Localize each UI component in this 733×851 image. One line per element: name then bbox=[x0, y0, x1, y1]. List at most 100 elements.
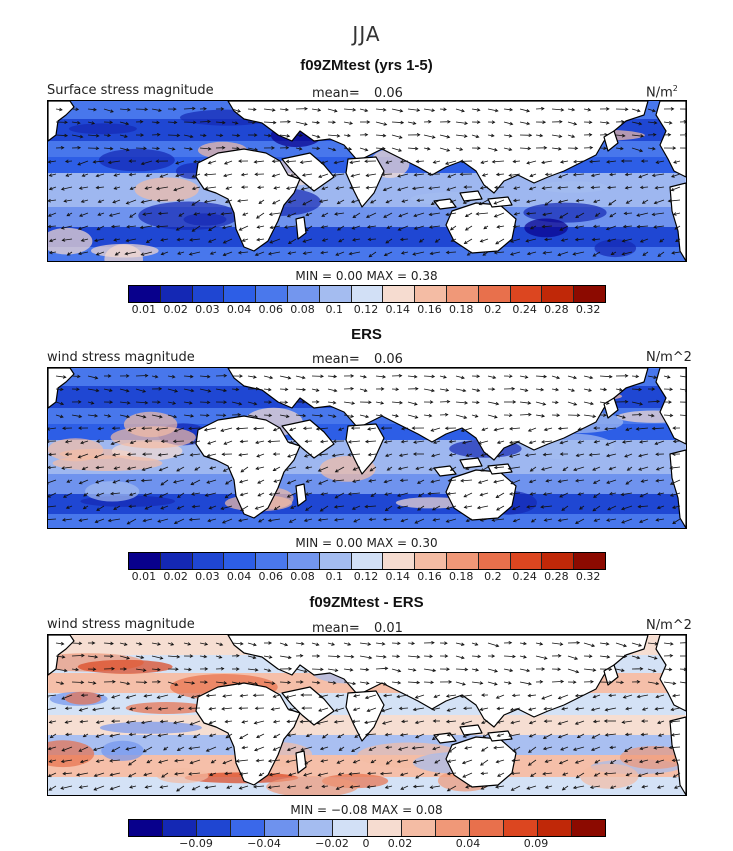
wind-vector bbox=[336, 785, 345, 790]
wind-vector bbox=[400, 238, 409, 241]
wind-vector-head bbox=[669, 387, 674, 392]
wind-vector-head bbox=[493, 427, 498, 432]
wind-vector bbox=[231, 401, 242, 405]
wind-vector-head bbox=[110, 224, 115, 229]
wind-vector bbox=[529, 440, 537, 444]
wind-vector-head bbox=[48, 250, 53, 255]
wind-vector-head bbox=[189, 374, 194, 379]
wind-vector bbox=[413, 759, 425, 763]
wind-vector bbox=[375, 667, 388, 670]
wind-vector-head bbox=[80, 238, 85, 242]
colorbar-tick-label: 0.1 bbox=[325, 570, 344, 583]
panel-1-colorbar bbox=[128, 285, 606, 303]
wind-vector-head bbox=[316, 134, 321, 139]
wind-vector-head bbox=[482, 252, 487, 256]
wind-vector-head bbox=[109, 758, 113, 763]
wind-vector-head bbox=[144, 706, 149, 710]
wind-vector-head bbox=[109, 786, 114, 791]
wind-vector bbox=[592, 505, 601, 512]
wind-vector-head bbox=[143, 772, 147, 777]
wind-vector-head bbox=[431, 707, 436, 711]
wind-vector-head bbox=[237, 413, 242, 417]
wind-vector-head bbox=[221, 145, 226, 150]
wind-vector bbox=[679, 375, 686, 378]
wind-vector-head bbox=[397, 187, 401, 192]
colorbar-tick-label: 0.28 bbox=[544, 303, 569, 316]
wind-vector bbox=[284, 225, 297, 228]
wind-vector-head bbox=[76, 772, 80, 777]
wind-vector bbox=[481, 746, 489, 752]
wind-vector-head bbox=[349, 160, 354, 165]
wind-vector-head bbox=[60, 187, 65, 191]
wind-vector bbox=[287, 720, 297, 723]
wind-vector bbox=[669, 746, 681, 749]
wind-vector bbox=[462, 440, 473, 444]
wind-vector bbox=[208, 160, 217, 164]
wind-vector bbox=[450, 199, 457, 203]
wind-vector bbox=[290, 505, 297, 509]
wind-vector-head bbox=[365, 185, 370, 190]
wind-vector-head bbox=[364, 504, 369, 509]
colorbar-tick-label: 0.08 bbox=[290, 303, 315, 316]
wind-vector-head bbox=[428, 212, 433, 217]
wind-vector bbox=[655, 772, 665, 775]
wind-vector bbox=[189, 238, 201, 241]
wind-vector-head bbox=[523, 641, 527, 646]
wind-vector-head bbox=[241, 238, 246, 242]
wind-vector-head bbox=[605, 642, 610, 646]
field-blob bbox=[64, 691, 102, 705]
wind-vector-head bbox=[591, 643, 596, 648]
wind-vector-head bbox=[475, 668, 480, 672]
wind-vector-head bbox=[300, 747, 305, 752]
wind-vector-head bbox=[286, 134, 291, 138]
wind-vector bbox=[640, 492, 649, 498]
wind-vector bbox=[460, 694, 473, 697]
wind-vector-head bbox=[155, 186, 160, 191]
wind-vector-head bbox=[494, 185, 498, 190]
wind-vector-head bbox=[444, 426, 449, 430]
wind-vector-head bbox=[129, 492, 133, 496]
wind-vector-head bbox=[125, 389, 130, 393]
wind-vector bbox=[652, 173, 665, 176]
wind-vector-head bbox=[445, 719, 450, 724]
wind-vector-head bbox=[272, 200, 276, 205]
wind-vector bbox=[199, 655, 207, 658]
wind-vector bbox=[223, 173, 233, 177]
wind-vector bbox=[268, 440, 281, 442]
wind-vector-head bbox=[593, 426, 597, 430]
wind-vector bbox=[497, 707, 505, 710]
wind-vector bbox=[259, 772, 265, 777]
wind-vector bbox=[400, 479, 409, 481]
wind-vector-head bbox=[140, 133, 145, 137]
wind-vector bbox=[391, 655, 400, 657]
wind-vector-head bbox=[670, 642, 674, 646]
wind-vector bbox=[461, 720, 473, 725]
wind-vector-head bbox=[348, 185, 353, 190]
wind-vector bbox=[567, 388, 575, 392]
wind-vector-head bbox=[349, 785, 354, 789]
wind-vector-head bbox=[623, 211, 628, 216]
wind-vector bbox=[273, 746, 281, 751]
wind-vector bbox=[513, 160, 521, 163]
wind-vector-head bbox=[187, 642, 192, 646]
wind-vector bbox=[349, 772, 361, 775]
wind-vector-head bbox=[156, 120, 160, 125]
wind-vector bbox=[513, 746, 521, 752]
wind-vector-head bbox=[364, 148, 369, 152]
wind-vector-head bbox=[188, 517, 193, 522]
wind-vector-head bbox=[657, 733, 662, 737]
wind-vector-head bbox=[224, 199, 229, 204]
wind-vector bbox=[657, 492, 665, 495]
wind-vector-head bbox=[475, 134, 480, 139]
wind-vector-head bbox=[400, 426, 405, 431]
wind-vector-head bbox=[95, 493, 100, 497]
wind-vector-head bbox=[305, 733, 310, 738]
wind-vector bbox=[431, 479, 441, 483]
wind-vector bbox=[416, 466, 425, 470]
wind-vector-head bbox=[66, 212, 71, 217]
wind-vector bbox=[560, 440, 569, 444]
wind-vector-head bbox=[526, 121, 531, 126]
wind-vector bbox=[206, 479, 217, 484]
wind-vector-head bbox=[364, 732, 369, 737]
wind-vector bbox=[256, 733, 265, 738]
